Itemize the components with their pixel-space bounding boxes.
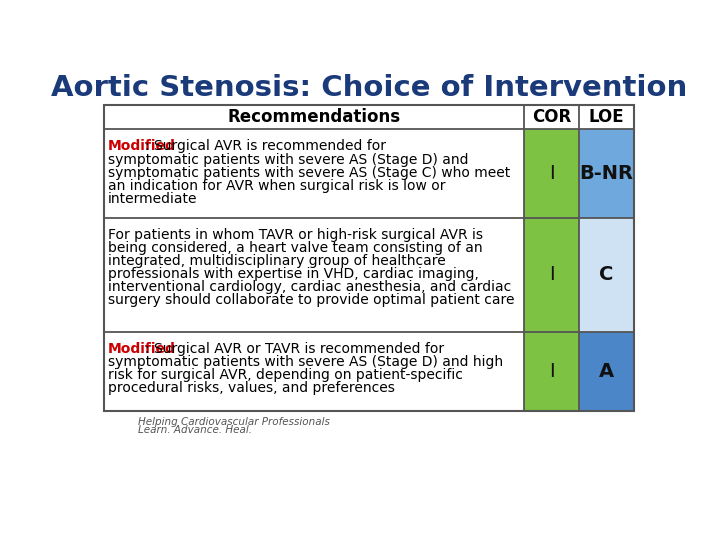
- Text: risk for surgical AVR, depending on patient-specific: risk for surgical AVR, depending on pati…: [108, 368, 463, 382]
- Text: integrated, multidisciplinary group of healthcare: integrated, multidisciplinary group of h…: [108, 254, 446, 268]
- Text: surgery should collaborate to provide optimal patient care: surgery should collaborate to provide op…: [108, 293, 514, 307]
- Text: Helping Cardiovascular Professionals: Helping Cardiovascular Professionals: [138, 417, 330, 427]
- Text: symptomatic patients with severe AS (Stage D) and: symptomatic patients with severe AS (Sta…: [108, 153, 468, 166]
- Text: Modified: Modified: [108, 139, 176, 153]
- Text: A: A: [599, 362, 614, 381]
- Bar: [524, 332, 579, 411]
- Text: B-NR: B-NR: [580, 164, 634, 183]
- Bar: [524, 130, 579, 218]
- Text: Aortic Stenosis: Choice of Intervention: Aortic Stenosis: Choice of Intervention: [51, 74, 687, 102]
- Text: interventional cardiology, cardiac anesthesia, and cardiac: interventional cardiology, cardiac anest…: [108, 280, 511, 294]
- Text: : Surgical AVR is recommended for: : Surgical AVR is recommended for: [145, 139, 387, 153]
- Bar: [104, 105, 634, 411]
- Text: LOE: LOE: [589, 108, 624, 126]
- Bar: [579, 130, 634, 218]
- Bar: [524, 218, 579, 332]
- Text: an indication for AVR when surgical risk is low or: an indication for AVR when surgical risk…: [108, 179, 446, 193]
- Text: being considered, a heart valve team consisting of an: being considered, a heart valve team con…: [108, 241, 482, 255]
- Bar: [579, 218, 634, 332]
- Text: COR: COR: [532, 108, 571, 126]
- Text: symptomatic patients with severe AS (Stage D) and high: symptomatic patients with severe AS (Sta…: [108, 355, 503, 369]
- Text: C: C: [599, 265, 613, 284]
- Text: I: I: [549, 164, 554, 183]
- Bar: [579, 332, 634, 411]
- Text: : Surgical AVR or TAVR is recommended for: : Surgical AVR or TAVR is recommended fo…: [145, 342, 444, 356]
- Text: professionals with expertise in VHD, cardiac imaging,: professionals with expertise in VHD, car…: [108, 267, 479, 281]
- Text: intermediate: intermediate: [108, 192, 197, 206]
- Text: procedural risks, values, and preferences: procedural risks, values, and preference…: [108, 381, 395, 395]
- Text: I: I: [549, 265, 554, 284]
- Text: Recommendations: Recommendations: [228, 108, 400, 126]
- Bar: [104, 105, 634, 130]
- Text: symptomatic patients with severe AS (Stage C) who meet: symptomatic patients with severe AS (Sta…: [108, 166, 510, 180]
- Bar: [104, 105, 634, 411]
- Text: Modified: Modified: [108, 342, 176, 356]
- Text: I: I: [549, 362, 554, 381]
- Text: For patients in whom TAVR or high-risk surgical AVR is: For patients in whom TAVR or high-risk s…: [108, 227, 483, 241]
- Text: Learn. Advance. Heal.: Learn. Advance. Heal.: [138, 425, 252, 435]
